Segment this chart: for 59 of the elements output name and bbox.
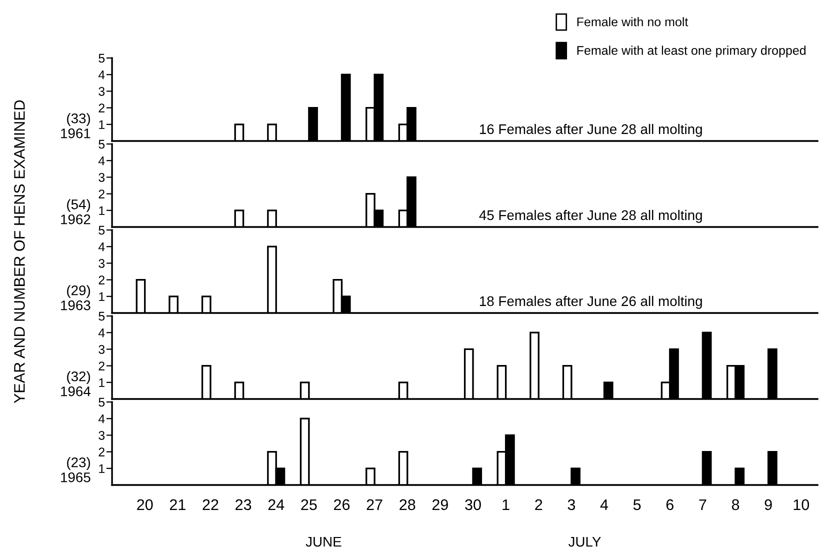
x-tick-label: 20	[137, 499, 153, 510]
y-tick-label: 1	[99, 378, 104, 387]
y-tick-label: 3	[98, 345, 105, 354]
y-tick-label: 5	[98, 140, 105, 149]
y-tick-label: 1	[99, 464, 104, 473]
y-tick-label: 3	[98, 259, 105, 268]
y-tick-label: 5	[98, 54, 105, 63]
y-tick-label: 2	[98, 448, 104, 456]
y-tick-label: 3	[98, 87, 105, 96]
text: JUNE	[306, 536, 342, 547]
y-axis-title: (23) 1965	[61, 457, 90, 482]
x-tick-label: 2	[535, 499, 542, 510]
x-tick-label: 4	[600, 499, 608, 510]
x-tick-label: 26	[334, 499, 350, 510]
annotation: 45 Females after June 28 all molting	[479, 210, 702, 223]
x-tick-label: 23	[236, 499, 252, 510]
y-tick-label: 2	[98, 104, 104, 112]
legend-label: Female with no molt	[577, 17, 688, 26]
x-tick-label: 28	[400, 499, 416, 510]
annotation: 18 Females after June 26 all molting	[480, 296, 702, 309]
x-tick-label: 9	[764, 499, 772, 510]
y-tick-label: 4	[98, 414, 105, 424]
y-tick-label: 2	[98, 362, 104, 370]
x-tick-label: 3	[568, 499, 576, 510]
y-axis-title: (32) 1964	[61, 371, 90, 396]
x-tick-label: 8	[732, 499, 740, 510]
y-axis-title: (54) 1962	[61, 199, 90, 224]
y-tick-label: 4	[98, 328, 105, 338]
y-tick-label: 5	[98, 398, 105, 407]
x-tick-label: 6	[666, 499, 674, 510]
y-tick-label: 4	[98, 242, 105, 252]
y-tick-label: 1	[99, 206, 104, 215]
y-tick-label: 1	[99, 292, 104, 301]
y-tick-label: 3	[98, 431, 105, 440]
annotation: 16 Females after June 28 all molting	[480, 124, 702, 137]
y-tick-label: 1	[99, 120, 104, 129]
y-tick-label: 5	[98, 226, 105, 235]
x-tick-label: 21	[170, 499, 186, 510]
y-tick-label: 2	[98, 276, 104, 284]
y-tick-label: 2	[98, 190, 104, 198]
x-tick-label: 29	[432, 499, 448, 510]
y-tick-label: 4	[98, 70, 105, 80]
x-tick-label: 27	[366, 499, 382, 510]
y-axis-title: (29) 1963	[61, 285, 90, 310]
y-tick-label: 5	[98, 312, 105, 321]
text: YEAR AND NUMBER OF HENS EXAMINED	[14, 100, 25, 404]
y-tick-label: 4	[98, 156, 105, 166]
x-tick-label: 30	[465, 499, 481, 510]
text: JULY	[568, 536, 601, 547]
x-tick-label: 7	[699, 499, 706, 510]
x-tick-label: 25	[301, 499, 317, 510]
x-tick-label: 5	[633, 499, 641, 510]
y-tick-label: 3	[98, 173, 105, 182]
y-axis-title: (33) 1961	[61, 113, 90, 138]
x-tick-label: 1	[502, 499, 510, 510]
x-tick-label: 22	[202, 499, 218, 510]
x-tick-label: 10	[794, 499, 810, 510]
legend-label: Female with at least one primary dropped	[577, 46, 806, 58]
x-tick-label: 24	[268, 499, 284, 510]
